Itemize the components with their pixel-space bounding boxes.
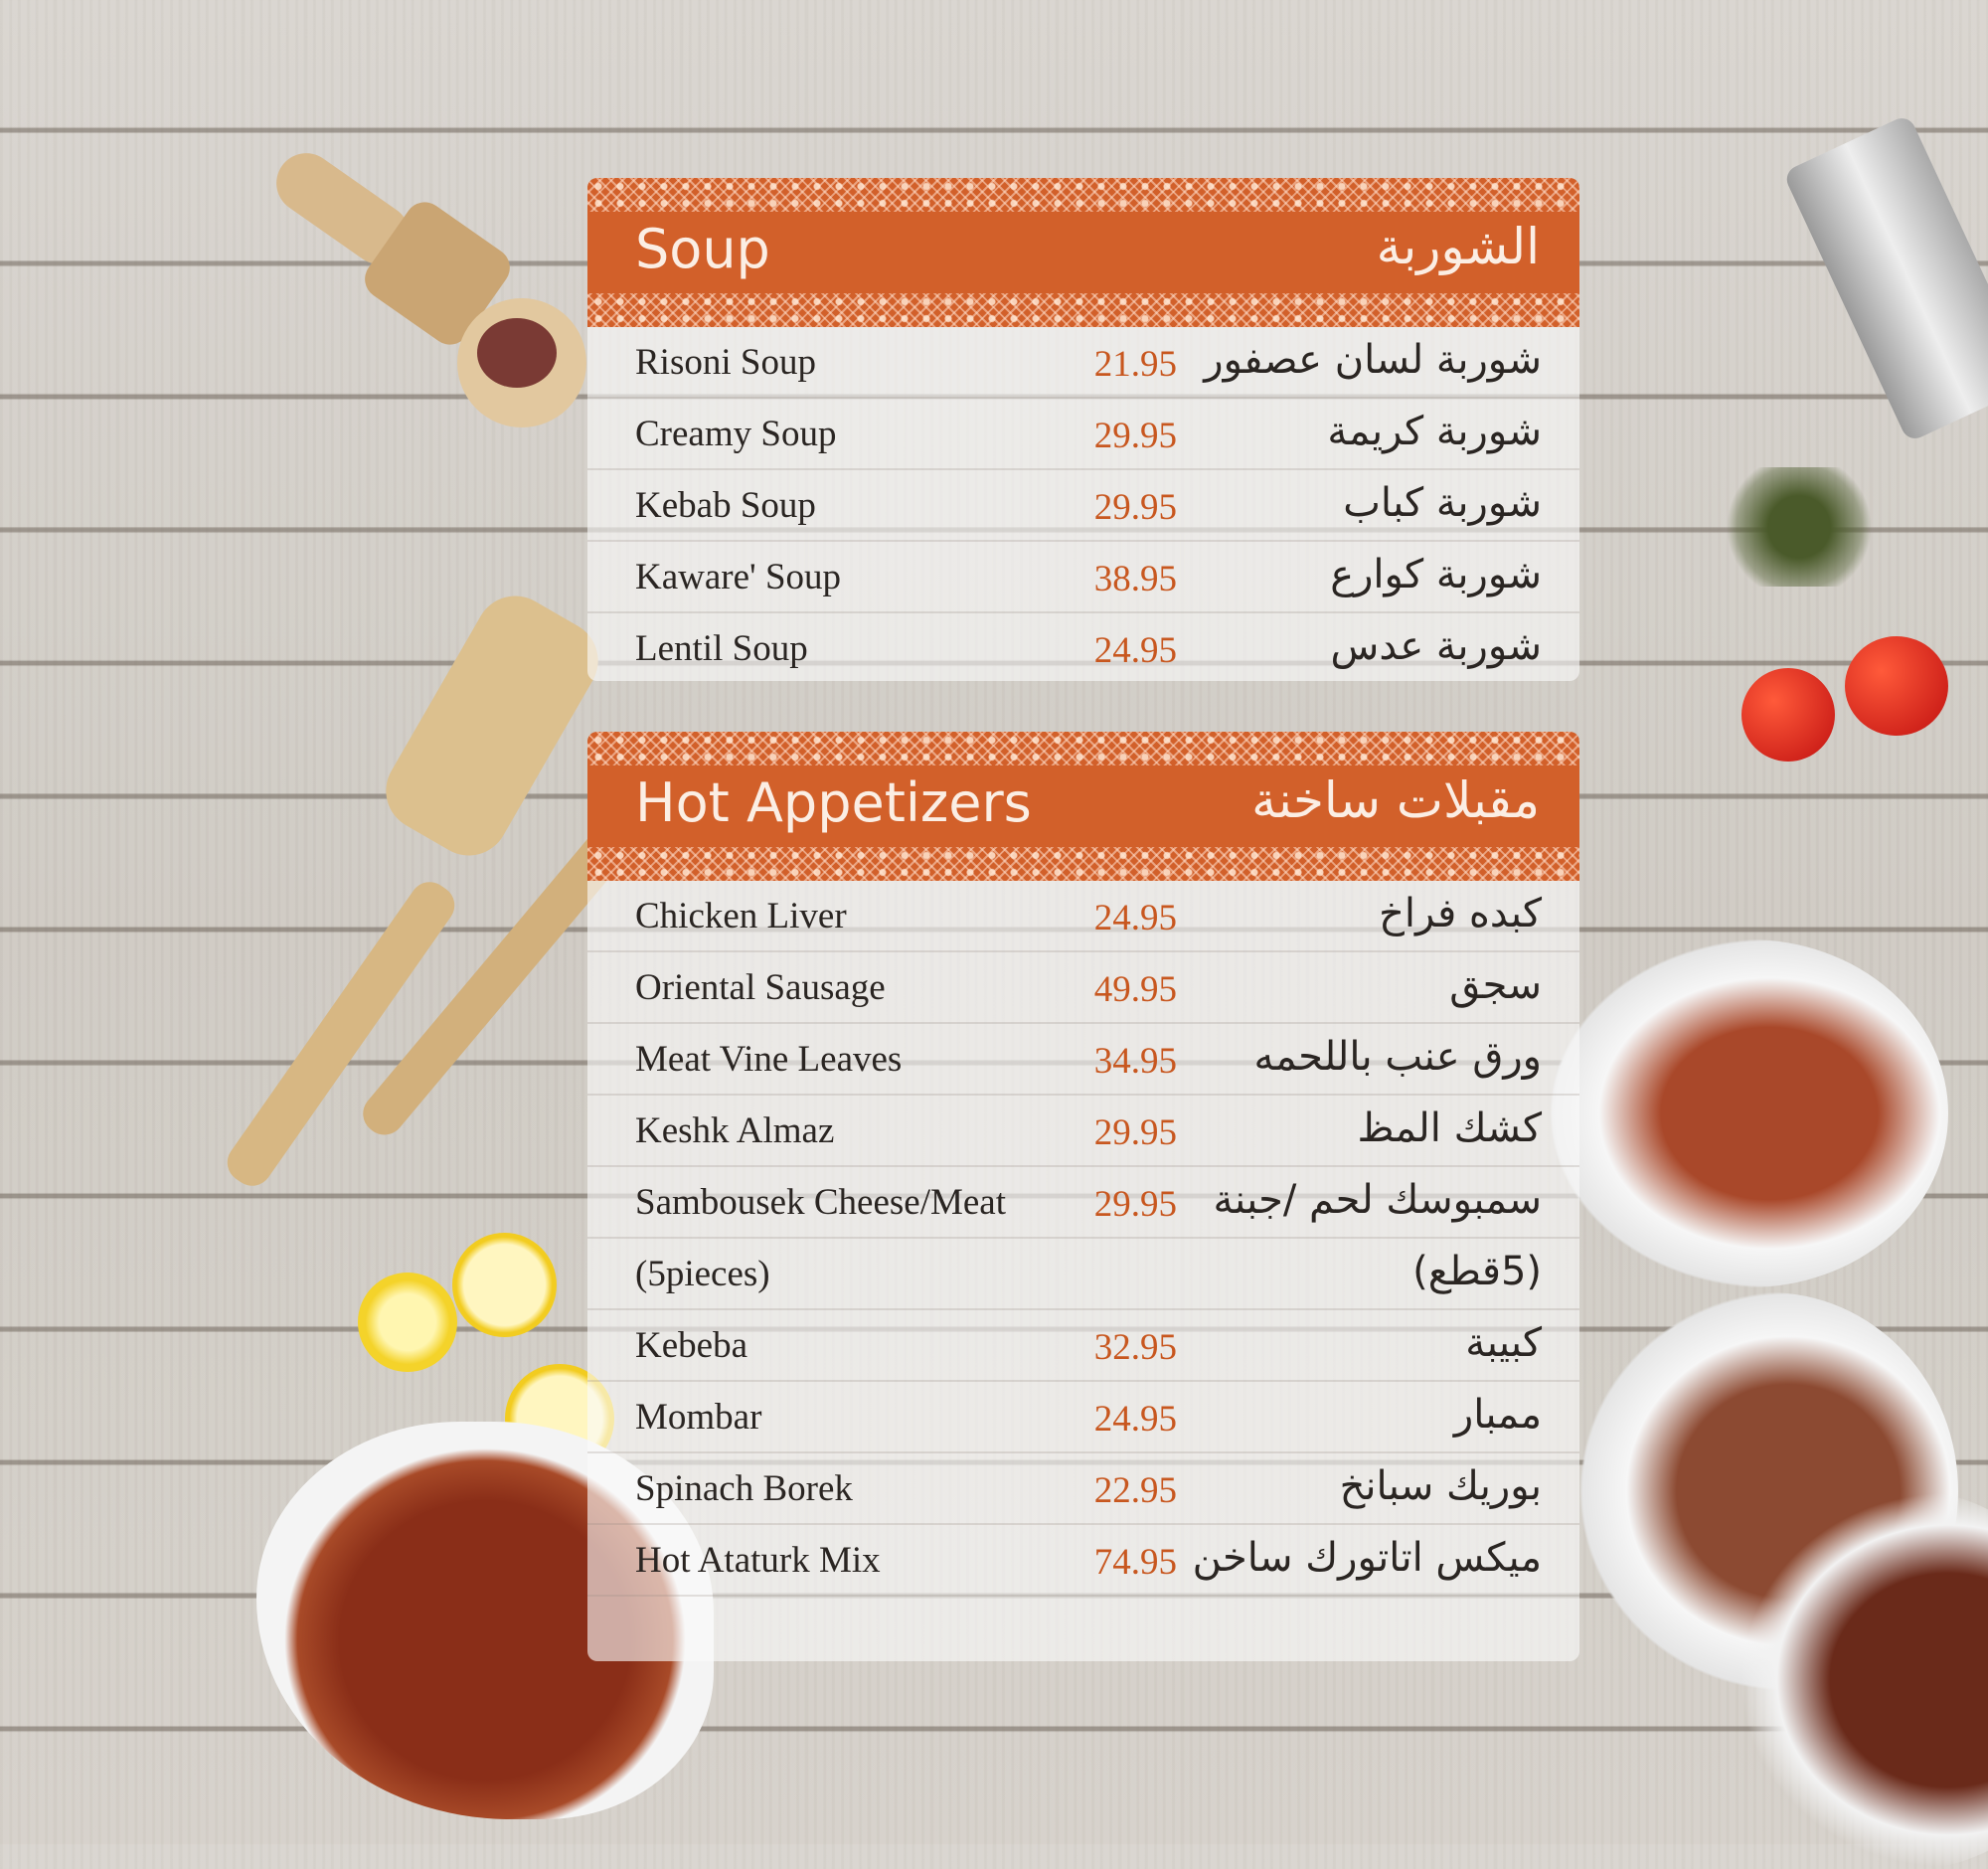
pattern-border [587,178,1579,212]
item-name-en: Kebab Soup [635,485,816,526]
lemon-image [452,1233,557,1337]
soup-section: Soup الشوربة Risoni Soup 21.95 شوربة لسان … [587,178,1579,681]
kebeba-dish-image [1551,939,1948,1287]
pattern-border [587,293,1579,327]
item-name-en: Kaware' Soup [635,557,842,597]
item-name-en: Spinach Borek [635,1468,853,1509]
tomato-image [1741,668,1835,762]
item-name-ar: شوربة كوارع [1330,552,1542,597]
menu-item: Kebab Soup 29.95 شوربة كباب [587,470,1579,542]
item-name-en: Risoni Soup [635,342,816,383]
menu-item: Lentil Soup 24.95 شوربة عدس [587,613,1579,681]
menu-item: (5pieces) (5قطع) [587,1239,1579,1310]
menu-item: Creamy Soup 29.95 شوربة كريمة [587,399,1579,470]
item-price: 74.95 [1093,1542,1177,1583]
section-title-en: Hot Appetizers [635,771,1032,834]
lemon-image [358,1273,457,1372]
menu-item: Keshk Almaz 29.95 كشك المظ [587,1096,1579,1167]
pattern-border [587,847,1579,881]
menu-item: Sambousek Cheese/Meat 29.95 سمبوسك لحم /جب… [587,1167,1579,1239]
item-price: 38.95 [1093,559,1177,599]
herbs-image [1715,467,1884,587]
item-name-en: Creamy Soup [635,414,837,454]
item-name-ar: ورق عنب باللحمه [1253,1034,1542,1080]
item-name-ar: شوربة كريمة [1327,409,1542,454]
item-name-en: Oriental Sausage [635,967,886,1008]
tomato-image [1845,636,1948,736]
item-price: 24.95 [1093,1399,1177,1440]
menu-item: Spinach Borek 22.95 بوريك سبانخ [587,1453,1579,1525]
section-header: Hot Appetizers مقبلات ساخنة [587,732,1579,881]
item-name-en: Sambousek Cheese/Meat [635,1182,1006,1223]
menu-item: Kaware' Soup 38.95 شوربة كوارع [587,542,1579,613]
item-name-en: Keshk Almaz [635,1110,835,1151]
item-name-ar: كبده فراخ [1379,891,1542,936]
item-price: 29.95 [1093,416,1177,456]
item-price: 29.95 [1093,1184,1177,1225]
pattern-border [587,732,1579,765]
section-title-ar: مقبلات ساخنة [1251,771,1540,829]
menu-item: Oriental Sausage 49.95 سجق [587,952,1579,1024]
item-price: 21.95 [1093,344,1177,385]
section-title-en: Soup [635,218,770,280]
item-name-en: Lentil Soup [635,628,808,669]
item-name-ar: شوربة كباب [1343,480,1542,526]
item-price: 29.95 [1093,487,1177,528]
item-price: 34.95 [1093,1041,1177,1082]
item-price: 29.95 [1093,1112,1177,1153]
menu-item: Meat Vine Leaves 34.95 ورق عنب باللحمه [587,1024,1579,1096]
item-name-ar: كشك المظ [1357,1105,1542,1151]
wooden-scoop-image [264,141,586,427]
item-name-ar: (5قطع) [1412,1249,1542,1294]
item-name-en: Hot Ataturk Mix [635,1540,881,1581]
item-name-ar: سمبوسك لحم /جبنة [1213,1177,1542,1223]
item-name-ar: ميكس اتاتورك ساخن [1192,1535,1542,1581]
salt-shaker-image [1782,113,1988,443]
item-price: 22.95 [1093,1470,1177,1511]
item-name-en: Chicken Liver [635,896,847,936]
section-header: Soup الشوربة [587,178,1579,327]
item-name-en: (5pieces) [635,1254,770,1294]
item-name-en: Meat Vine Leaves [635,1039,903,1080]
item-name-ar: شوربة لسان عصفور [1204,337,1542,383]
section-title-ar: الشوربة [1376,218,1540,275]
menu-item: Chicken Liver 24.95 كبده فراخ [587,881,1579,952]
item-price: 49.95 [1093,969,1177,1010]
hot-appetizers-section: Hot Appetizers مقبلات ساخنة Chicken Live… [587,732,1579,1661]
item-name-ar: بوريك سبانخ [1339,1463,1542,1509]
menu-item: Kebeba 32.95 كبيبة [587,1310,1579,1382]
menu-item: Hot Ataturk Mix 74.95 ميكس اتاتورك ساخن [587,1525,1579,1597]
menu-item: Mombar 24.95 ممبار [587,1382,1579,1453]
item-name-ar: سجق [1449,962,1542,1008]
item-name-ar: ممبار [1453,1392,1542,1438]
item-name-ar: كبيبة [1465,1320,1542,1366]
menu-item: Risoni Soup 21.95 شوربة لسان عصفور [587,327,1579,399]
item-price: 32.95 [1093,1327,1177,1368]
item-name-ar: شوربة عدس [1330,623,1542,669]
item-price: 24.95 [1093,630,1177,671]
item-price: 24.95 [1093,898,1177,938]
item-name-en: Kebeba [635,1325,747,1366]
item-name-en: Mombar [635,1397,762,1438]
